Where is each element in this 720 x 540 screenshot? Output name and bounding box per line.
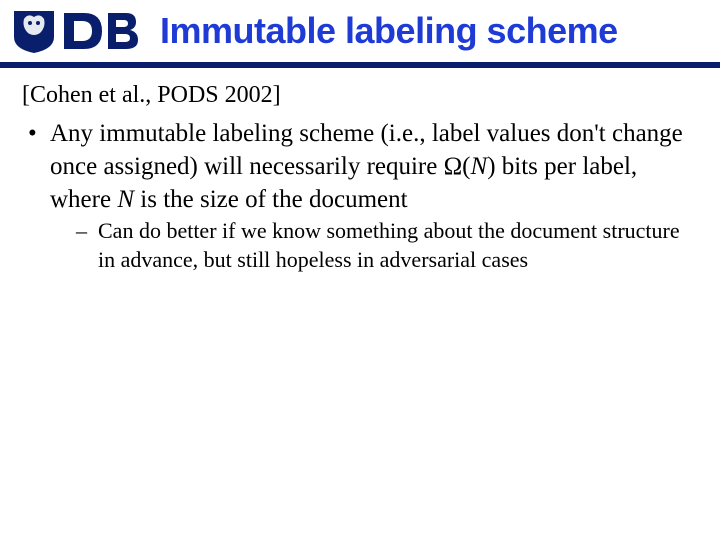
bullet-var-2: N: [117, 186, 134, 213]
citation: [Cohen et al., PODS 2002]: [22, 82, 698, 109]
sub-bullet: Can do better if we know something about…: [76, 216, 698, 274]
bullet-var-1: N: [471, 153, 488, 180]
bullet-main: Any immutable labeling scheme (i.e., lab…: [22, 117, 698, 274]
slide-title: Immutable labeling scheme: [160, 10, 618, 52]
duke-logo: [10, 7, 140, 55]
bullet-text-3: is the size of the document: [134, 186, 408, 213]
slide-header: Immutable labeling scheme: [0, 0, 720, 62]
slide-content: [Cohen et al., PODS 2002] Any immutable …: [0, 68, 720, 274]
